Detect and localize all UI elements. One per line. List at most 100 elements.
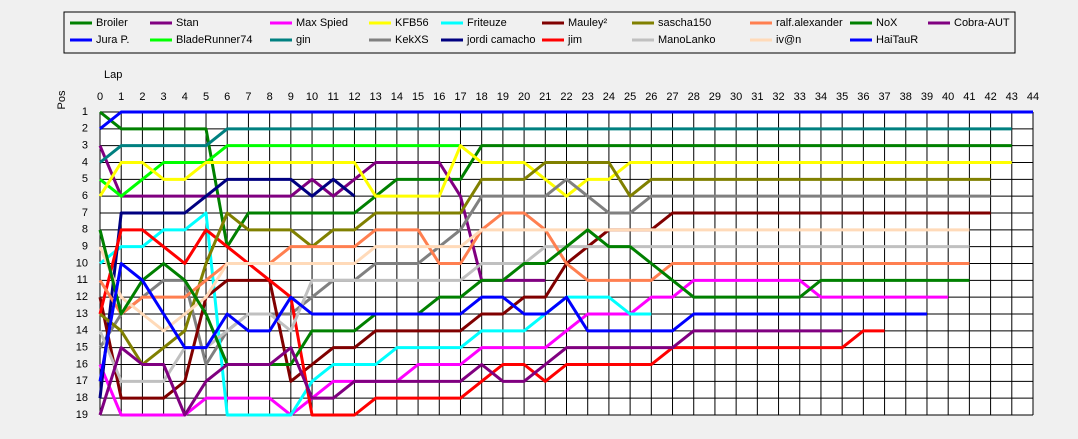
- x-tick-label: 6: [224, 91, 230, 103]
- series-line: [99, 161, 991, 366]
- legend-label: sascha150: [658, 17, 711, 29]
- series-line: [98, 262, 927, 382]
- x-tick-label: 39: [921, 91, 933, 103]
- x-tick-label: 34: [815, 91, 827, 103]
- legend-label: KFB56: [395, 17, 429, 29]
- x-tick-label: 32: [772, 91, 784, 103]
- x-tick-label: 18: [476, 91, 488, 103]
- legend-label: ralf.alexander: [776, 17, 843, 29]
- x-tick-label: 26: [645, 91, 657, 103]
- x-tick-label: 0: [97, 91, 103, 103]
- x-tick-label: 38: [900, 91, 912, 103]
- x-tick-label: 41: [963, 91, 975, 103]
- x-tick-label: 30: [730, 91, 742, 103]
- y-tick-label: 7: [82, 207, 88, 219]
- legend-label: jim: [567, 34, 582, 46]
- series-line: [98, 245, 970, 383]
- x-tick-label: 7: [245, 91, 251, 103]
- x-tick-label: 43: [1006, 91, 1018, 103]
- x-tick-label: 19: [497, 91, 509, 103]
- x-tick-label: 36: [857, 91, 869, 103]
- x-tick-label: 31: [751, 91, 763, 103]
- x-tick-label: 10: [306, 91, 318, 103]
- x-tick-label: 44: [1027, 91, 1039, 103]
- legend-label: BladeRunner74: [176, 34, 252, 46]
- series-line: [98, 278, 949, 417]
- x-tick-label: 29: [709, 91, 721, 103]
- x-tick-label: 23: [582, 91, 594, 103]
- legend-label: KekXS: [395, 34, 429, 46]
- y-tick-label: 6: [82, 190, 88, 202]
- legend-label: Jura P.: [96, 34, 129, 46]
- y-tick-label: 18: [76, 392, 88, 404]
- x-tick-label: 28: [688, 91, 700, 103]
- x-tick-label: 22: [560, 91, 572, 103]
- y-tick-label: 12: [76, 291, 88, 303]
- x-tick-label: 2: [139, 91, 145, 103]
- x-tick-label: 12: [348, 91, 360, 103]
- y-tick-label: 11: [77, 274, 88, 286]
- y-tick-label: 1: [82, 106, 88, 118]
- y-tick-label: 13: [76, 308, 88, 320]
- y-tick-label: 4: [82, 156, 88, 168]
- y-tick-label: 8: [82, 224, 88, 236]
- legend-label: Cobra-AUT: [954, 17, 1010, 29]
- y-tick-label: 10: [76, 257, 88, 269]
- series-line: [98, 177, 356, 399]
- y-tick-label: 16: [76, 358, 88, 370]
- x-tick-label: 9: [288, 91, 294, 103]
- x-tick-label: 37: [878, 91, 890, 103]
- legend-label: Broiler: [96, 17, 128, 29]
- y-tick-label: 2: [82, 123, 88, 135]
- x-tick-label: 24: [603, 91, 615, 103]
- x-tick-label: 13: [370, 91, 382, 103]
- x-tick-label: 25: [624, 91, 636, 103]
- x-tick-label: 17: [454, 91, 466, 103]
- x-tick-label: 20: [518, 91, 530, 103]
- legend-label: gin: [296, 34, 311, 46]
- legend-label: ManoLanko: [658, 34, 716, 46]
- series-line: [98, 228, 970, 333]
- x-tick-label: 14: [391, 91, 403, 103]
- legend-label: Stan: [176, 17, 199, 29]
- x-tick-label: 33: [794, 91, 806, 103]
- legend-label: HaiTauR: [876, 34, 918, 46]
- legend-label: iv@n: [776, 34, 801, 46]
- y-tick-label: 17: [76, 375, 88, 387]
- x-tick-label: 5: [203, 91, 209, 103]
- x-tick-label: 40: [942, 91, 954, 103]
- series-line: [98, 329, 843, 417]
- x-axis-label: Lap: [104, 69, 122, 81]
- y-axis-label: Pos: [56, 90, 68, 109]
- x-tick-label: 8: [267, 91, 273, 103]
- legend-box: [63, 11, 1016, 54]
- series-line: [99, 144, 461, 198]
- y-tick-label: 5: [82, 173, 88, 185]
- x-tick-label: 4: [182, 91, 188, 103]
- legend-label: jordi camacho: [466, 34, 535, 46]
- legend-label: Max Spied: [296, 17, 348, 29]
- x-tick-label: 11: [328, 91, 339, 103]
- series-line: [98, 211, 991, 400]
- series-line: [99, 127, 1012, 164]
- series-line: [99, 110, 1033, 131]
- x-tick-label: 15: [412, 91, 424, 103]
- y-tick-label: 15: [76, 342, 88, 354]
- legend-label: NoX: [876, 17, 898, 29]
- y-tick-label: 14: [76, 325, 88, 337]
- x-tick-label: 42: [984, 91, 996, 103]
- x-tick-label: 35: [836, 91, 848, 103]
- y-tick-label: 19: [76, 409, 88, 421]
- x-tick-label: 21: [539, 91, 551, 103]
- series-line: [99, 110, 1012, 249]
- y-tick-label: 3: [82, 140, 88, 152]
- y-tick-label: 9: [82, 241, 88, 253]
- x-tick-label: 1: [118, 91, 124, 103]
- x-tick-label: 16: [433, 91, 445, 103]
- legend-label: Mauley²: [568, 17, 607, 29]
- legend-label: Friteuze: [467, 17, 507, 29]
- x-tick-label: 27: [666, 91, 678, 103]
- x-tick-label: 3: [161, 91, 167, 103]
